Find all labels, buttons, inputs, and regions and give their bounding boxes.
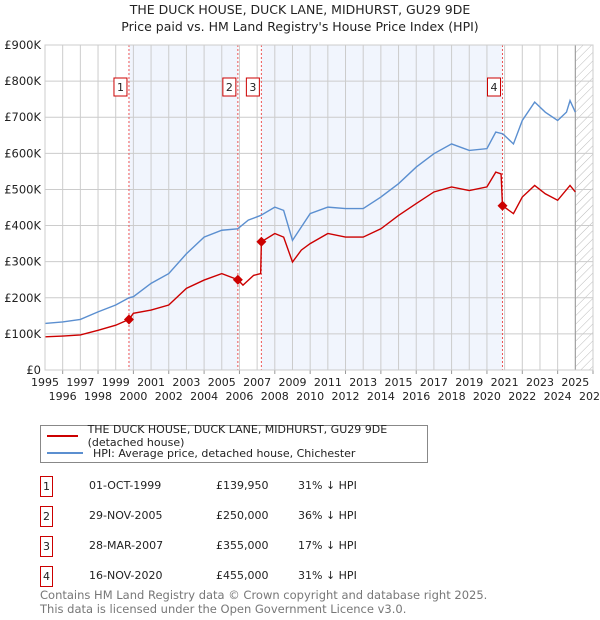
x-tick-label: 2018 <box>438 390 466 403</box>
x-tick-label: 2010 <box>296 390 324 403</box>
sale-date: 16-NOV-2020 <box>89 569 163 582</box>
x-tick-label: 2002 <box>155 390 183 403</box>
x-tick-label: 2009 <box>278 376 306 389</box>
x-tick-label: 2005 <box>208 376 236 389</box>
x-tick-label: 2019 <box>455 376 483 389</box>
x-tick-label: 2017 <box>420 376 448 389</box>
legend-label: THE DUCK HOUSE, DUCK LANE, MIDHURST, GU2… <box>87 423 388 449</box>
y-tick-label: £700K <box>4 110 41 124</box>
sale-number-box: 1 <box>40 476 53 497</box>
x-tick-label: 2022 <box>508 390 536 403</box>
x-tick-label: 2020 <box>473 390 501 403</box>
y-tick-label: £800K <box>4 74 41 88</box>
forecast-hatch <box>575 45 593 370</box>
shaded-region <box>261 45 503 370</box>
sale-label: 3 <box>249 81 256 94</box>
x-tick-label: 2001 <box>137 376 165 389</box>
x-tick-label: 1999 <box>102 376 130 389</box>
blue-line-swatch <box>47 452 83 454</box>
series-line <box>44 98 576 325</box>
x-tick-label: 1995 <box>31 376 59 389</box>
sale-number-box: 3 <box>40 536 53 557</box>
y-tick-label: £400K <box>4 219 41 233</box>
x-tick-label: 2023 <box>526 376 554 389</box>
x-tick-label: 2014 <box>367 390 395 403</box>
sale-date: 28-MAR-2007 <box>89 539 164 552</box>
sale-point <box>123 314 134 325</box>
x-tick-label: 2013 <box>349 376 377 389</box>
plot-border <box>44 44 594 371</box>
legend-item-hpi: HPI: Average price, detached house, Chic… <box>47 445 355 461</box>
sale-hpi-diff: 31% ↓ HPI <box>298 479 357 492</box>
sale-price: £455,000 <box>216 569 269 582</box>
legend: THE DUCK HOUSE, DUCK LANE, MIDHURST, GU2… <box>40 423 428 463</box>
sale-hpi-diff: 31% ↓ HPI <box>298 569 357 582</box>
sale-point <box>497 200 508 211</box>
sale-price: £355,000 <box>216 539 269 552</box>
x-tick-label: 2015 <box>385 376 413 389</box>
y-tick-label: £600K <box>4 146 41 160</box>
sale-point <box>256 236 267 247</box>
sale-label: 2 <box>226 81 233 94</box>
y-tick-label: £900K <box>4 38 41 52</box>
x-tick-label: 2016 <box>402 390 430 403</box>
x-tick-label: 1997 <box>66 376 94 389</box>
x-tick-label: 2000 <box>119 390 147 403</box>
y-tick-label: £100K <box>4 327 41 341</box>
x-tick-label: 2004 <box>190 390 218 403</box>
chart-subtitle: Price paid vs. HM Land Registry's House … <box>121 19 479 34</box>
legend-label: HPI: Average price, detached house, Chic… <box>93 446 356 460</box>
x-tick-label: 2024 <box>544 390 572 403</box>
sale-price: £250,000 <box>216 509 269 522</box>
x-tick-label: 2008 <box>261 390 289 403</box>
sale-label-box <box>245 77 260 97</box>
x-tick-label: 1998 <box>84 390 112 403</box>
shaded-region <box>128 45 238 370</box>
sale-point <box>232 274 243 285</box>
x-tick-label: 2003 <box>172 376 200 389</box>
red-line-swatch <box>47 435 78 437</box>
sale-date: 01-OCT-1999 <box>89 479 162 492</box>
sale-price: £139,950 <box>216 479 269 492</box>
x-tick-label: 2012 <box>332 390 360 403</box>
x-tick-label: 2026 <box>579 390 600 403</box>
chart-title: THE DUCK HOUSE, DUCK LANE, MIDHURST, GU2… <box>129 2 471 17</box>
sale-number-box: 4 <box>40 566 53 587</box>
sale-hpi-diff: 36% ↓ HPI <box>298 509 357 522</box>
x-tick-label: 2006 <box>225 390 253 403</box>
x-tick-label: 2011 <box>314 376 342 389</box>
price-chart: 1995199619971998199920002001200220032004… <box>4 38 600 403</box>
y-tick-label: £0 <box>26 363 41 377</box>
sale-number-box: 2 <box>40 506 53 527</box>
sale-label-box <box>486 77 501 97</box>
x-tick-label: 2021 <box>491 376 519 389</box>
sale-label-box <box>222 77 237 97</box>
x-tick-label: 2025 <box>561 376 589 389</box>
legend-item-property: THE DUCK HOUSE, DUCK LANE, MIDHURST, GU2… <box>47 423 427 449</box>
sale-label: 4 <box>490 81 497 94</box>
y-tick-label: £500K <box>4 182 41 196</box>
footer-line-1: Contains HM Land Registry data © Crown c… <box>40 588 488 602</box>
sale-label-box <box>113 77 128 97</box>
x-tick-label: 1996 <box>49 390 77 403</box>
y-tick-label: £200K <box>4 291 41 305</box>
sale-label: 1 <box>117 81 124 94</box>
footer-line-2: This data is licensed under the Open Gov… <box>40 602 407 616</box>
x-tick-label: 2007 <box>243 376 271 389</box>
sale-date: 29-NOV-2005 <box>89 509 163 522</box>
sale-hpi-diff: 17% ↓ HPI <box>298 539 357 552</box>
y-tick-label: £300K <box>4 255 41 269</box>
